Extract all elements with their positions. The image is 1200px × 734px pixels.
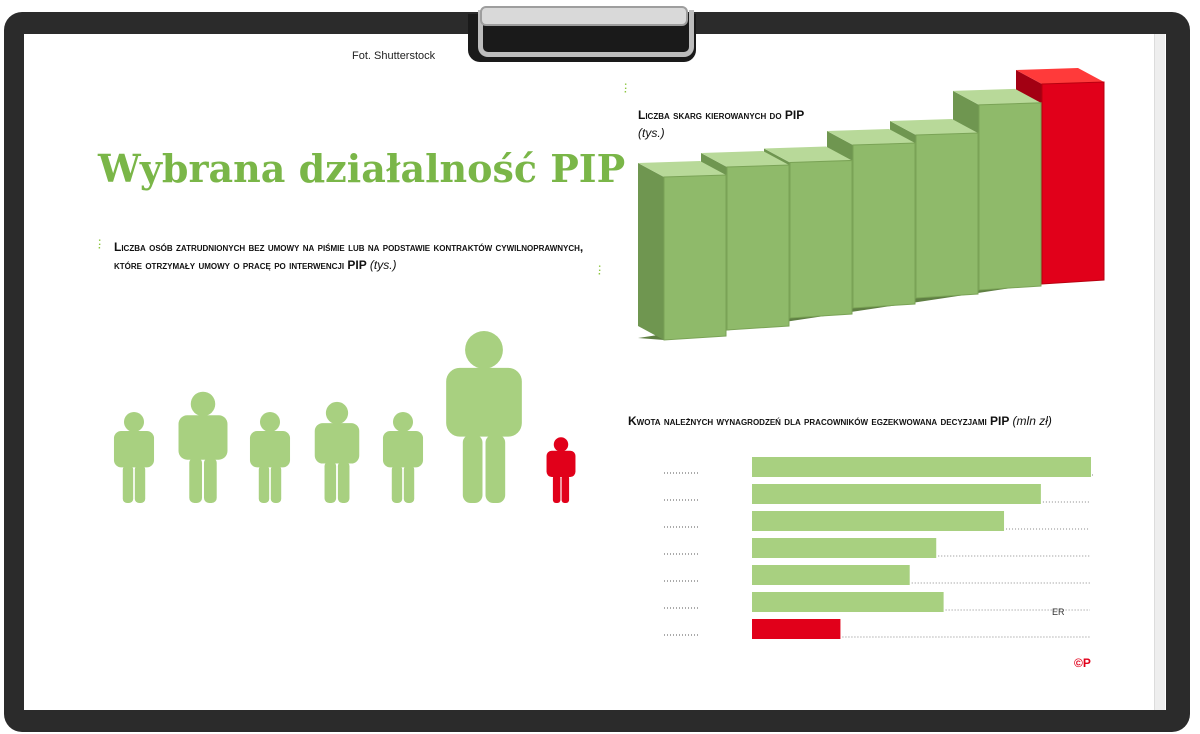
page-title: Wybrana działalność PIP bbox=[98, 146, 626, 191]
column-bar bbox=[726, 164, 790, 331]
column-top-face bbox=[953, 88, 1041, 105]
person-figure-part bbox=[325, 401, 349, 425]
column-top-face bbox=[701, 151, 789, 168]
person-figure-icon bbox=[178, 391, 228, 503]
photo-credit: Fot. Shutterstock bbox=[352, 50, 436, 62]
bullet-dots-icon: : · bbox=[598, 263, 602, 280]
column-bar bbox=[663, 174, 727, 341]
wages-chart-title: Kwota należnych wynagrodzeń dla pracowni… bbox=[628, 412, 1098, 430]
person-figure-part bbox=[553, 437, 569, 452]
column-top-face bbox=[764, 146, 852, 163]
person-figure-icon bbox=[546, 437, 576, 503]
wage-bar bbox=[752, 484, 1041, 504]
person-figure-part bbox=[403, 465, 415, 503]
person-figure-part bbox=[178, 415, 228, 460]
person-figure-icon bbox=[249, 411, 291, 503]
person-figure-icon bbox=[314, 401, 360, 503]
people-chart-unit: (tys.) bbox=[369, 258, 397, 272]
column-bar bbox=[978, 102, 1042, 291]
clip-wire bbox=[478, 10, 694, 57]
person-figure-part bbox=[134, 465, 146, 503]
person-figure-part bbox=[258, 465, 270, 503]
copyright-mark: ©P bbox=[1074, 656, 1091, 670]
person-figure-part bbox=[462, 434, 483, 503]
column-top-face bbox=[638, 161, 726, 178]
complaints-chart-title-text: Liczba skarg kierowanych do PIP bbox=[638, 108, 805, 122]
wage-bar bbox=[752, 565, 910, 585]
wage-bar bbox=[752, 511, 1005, 531]
person-figure-part bbox=[446, 367, 522, 437]
column-top-face bbox=[1016, 68, 1104, 84]
complaints-chart-title: Liczba skarg kierowanych do PIP (tys.) bbox=[638, 106, 958, 142]
person-figure-part bbox=[485, 434, 506, 503]
wage-bar bbox=[752, 619, 841, 639]
person-figure-part bbox=[324, 461, 337, 503]
person-figure-part bbox=[270, 465, 282, 503]
person-figure-part bbox=[314, 423, 360, 464]
clip-top bbox=[480, 6, 688, 26]
person-figure-part bbox=[382, 430, 424, 468]
person-figure-icon bbox=[446, 331, 522, 503]
person-figure-part bbox=[392, 411, 414, 432]
person-figure-part bbox=[561, 475, 570, 503]
people-chart-title: Liczba osób zatrudnionych bez umowy na p… bbox=[114, 238, 594, 274]
person-figure-icon bbox=[113, 411, 155, 503]
column-bar bbox=[915, 132, 979, 299]
person-figure-part bbox=[123, 411, 145, 432]
column-bar bbox=[852, 142, 916, 309]
paper-edge bbox=[1154, 34, 1165, 710]
column-side-face bbox=[638, 163, 664, 340]
column-bar bbox=[1041, 81, 1105, 285]
person-figure-part bbox=[249, 430, 291, 468]
person-figure-part bbox=[552, 475, 561, 503]
person-figure-part bbox=[391, 465, 403, 503]
person-figure-part bbox=[546, 450, 576, 478]
person-figure-part bbox=[337, 461, 350, 503]
people-chart-title-text: Liczba osób zatrudnionych bez umowy na p… bbox=[114, 240, 584, 272]
wage-bar bbox=[752, 538, 937, 558]
person-figure-part bbox=[203, 457, 217, 503]
column-top-face bbox=[890, 119, 978, 136]
column-bar bbox=[789, 159, 853, 319]
bullet-dots-icon: : · bbox=[98, 237, 102, 254]
author-initials: ER bbox=[1052, 607, 1065, 617]
complaints-chart-unit: (tys.) bbox=[638, 126, 665, 140]
person-figure-part bbox=[259, 411, 281, 432]
person-figure-part bbox=[465, 331, 503, 369]
wages-chart-unit: (mln zł) bbox=[1012, 414, 1052, 428]
column-top-face bbox=[827, 129, 915, 146]
person-figure-part bbox=[189, 457, 203, 503]
wage-bar bbox=[752, 592, 944, 612]
bullet-dots-icon: : · bbox=[624, 81, 628, 98]
wages-chart-title-text: Kwota należnych wynagrodzeń dla pracowni… bbox=[628, 414, 1010, 428]
person-figure-part bbox=[190, 391, 216, 417]
person-figure-part bbox=[122, 465, 134, 503]
person-figure-part bbox=[113, 430, 155, 468]
person-figure-icon bbox=[382, 411, 424, 503]
wage-bar bbox=[752, 457, 1091, 477]
